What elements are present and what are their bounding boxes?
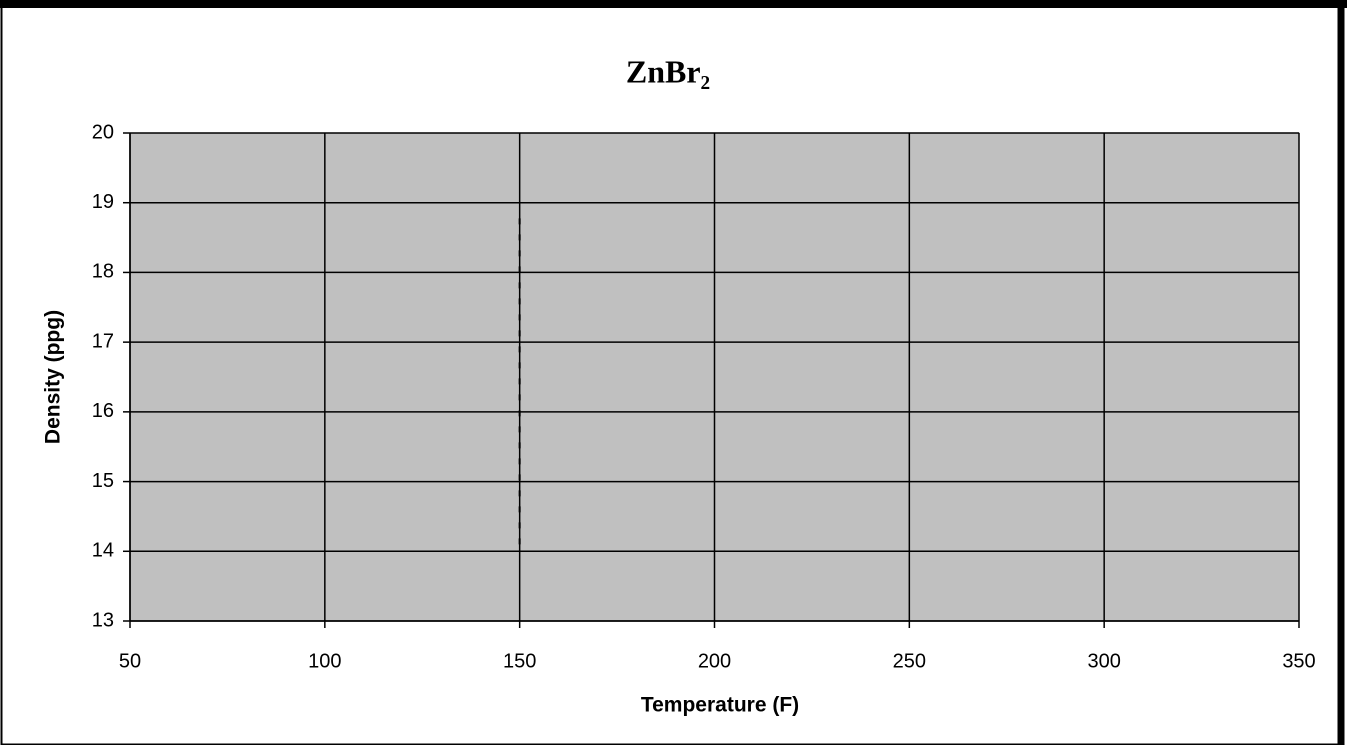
y-tick-label: 17 [92, 330, 114, 352]
y-tick-label: 16 [92, 400, 114, 422]
y-tick-label: 15 [92, 470, 114, 492]
x-tick-label: 250 [893, 650, 926, 672]
x-tick-label: 100 [308, 650, 341, 672]
x-tick-label: 150 [503, 650, 536, 672]
chart-title: ZnBr₂ [626, 53, 710, 89]
x-tick-label: 50 [119, 650, 141, 672]
y-axis-title: Density (ppg) [42, 310, 65, 444]
y-tick-label: 18 [92, 261, 114, 283]
x-tick-label: 300 [1087, 650, 1120, 672]
x-tick-label: 200 [698, 650, 731, 672]
x-tick-label: 350 [1282, 650, 1315, 672]
x-axis-title: Temperature (F) [641, 694, 799, 717]
y-tick-label: 14 [92, 540, 114, 562]
y-tick-label: 20 [92, 121, 114, 143]
y-tick-label: 19 [92, 191, 114, 213]
y-tick-label: 13 [92, 609, 114, 631]
